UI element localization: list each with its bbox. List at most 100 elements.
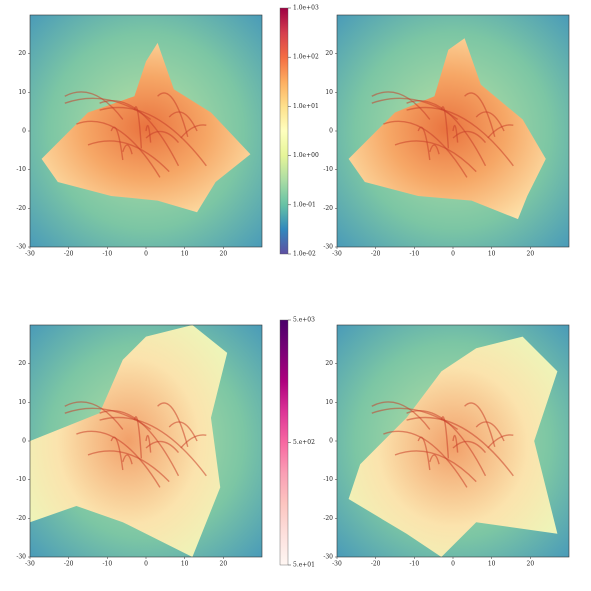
filament bbox=[76, 120, 161, 178]
filament bbox=[122, 454, 133, 465]
x-tick-label: -20 bbox=[64, 251, 74, 258]
filament bbox=[64, 91, 124, 120]
x-tick-label: -10 bbox=[409, 561, 419, 568]
y-tick-label: 10 bbox=[325, 89, 333, 96]
y-tick-label: 0 bbox=[329, 128, 333, 135]
panel: -30 -20 -10 0 10 20 -30 -20 -10 0 10 20 bbox=[323, 324, 570, 568]
y-tick-label: -20 bbox=[16, 515, 26, 522]
filament bbox=[110, 436, 124, 471]
x-tick-label: -20 bbox=[371, 561, 381, 568]
filament bbox=[180, 124, 207, 139]
gas-cloud bbox=[348, 336, 558, 557]
x-tick-label: -10 bbox=[102, 251, 112, 258]
filament bbox=[168, 421, 198, 442]
filament bbox=[64, 407, 152, 430]
colorbar bbox=[279, 319, 289, 566]
filament bbox=[487, 124, 514, 139]
x-tick-label: 10 bbox=[488, 251, 496, 258]
simulation-image bbox=[30, 15, 262, 247]
y-tick-label: -10 bbox=[323, 166, 333, 173]
x-tick-label: -10 bbox=[409, 251, 419, 258]
panel: -30 -20 -10 0 10 20 -30 -20 -10 0 10 20 bbox=[16, 14, 263, 258]
filament bbox=[87, 140, 170, 173]
colorbar-tick-label: 1.0e+03 bbox=[293, 5, 319, 12]
filament bbox=[157, 402, 189, 447]
y-tick-label: 20 bbox=[325, 50, 333, 57]
y-tick-label: 20 bbox=[18, 360, 26, 367]
x-tick-label: -30 bbox=[25, 561, 35, 568]
filament bbox=[371, 97, 459, 120]
x-tick-label: 20 bbox=[527, 251, 535, 258]
filament bbox=[133, 416, 143, 459]
x-tick-label: 0 bbox=[451, 561, 455, 568]
x-tick-label: -20 bbox=[64, 561, 74, 568]
x-tick-label: 10 bbox=[181, 251, 189, 258]
panel: -30 -20 -10 0 10 20 -30 -20 -10 0 10 20 bbox=[323, 14, 570, 258]
x-tick-label: 0 bbox=[144, 561, 148, 568]
filament bbox=[145, 440, 180, 454]
x-tick-label: -10 bbox=[102, 561, 112, 568]
filament bbox=[383, 430, 468, 488]
filament bbox=[383, 120, 468, 178]
colorbar-tick-label: 1.0e-02 bbox=[293, 251, 316, 258]
filament bbox=[464, 92, 496, 137]
filament bbox=[145, 124, 152, 143]
x-tick-label: -30 bbox=[332, 561, 342, 568]
y-tick-label: -30 bbox=[323, 244, 333, 251]
y-tick-label: 0 bbox=[22, 438, 26, 445]
x-tick-label: 0 bbox=[451, 251, 455, 258]
y-tick-label: 20 bbox=[325, 360, 333, 367]
filament bbox=[440, 106, 450, 149]
filament bbox=[122, 144, 133, 155]
colorbar-tick-label: 5.e+03 bbox=[293, 317, 315, 324]
colorbar-tick-label: 5.e+02 bbox=[293, 439, 315, 446]
filament bbox=[168, 111, 198, 132]
filament bbox=[87, 450, 170, 483]
filament bbox=[145, 434, 152, 453]
filament bbox=[475, 111, 505, 132]
y-tick-label: -20 bbox=[323, 515, 333, 522]
y-tick-label: 10 bbox=[18, 399, 26, 406]
filament bbox=[145, 130, 180, 144]
filament bbox=[452, 434, 459, 453]
y-tick-label: -20 bbox=[323, 205, 333, 212]
filament bbox=[371, 407, 459, 430]
x-tick-label: 20 bbox=[220, 561, 228, 568]
x-tick-label: 20 bbox=[527, 561, 535, 568]
y-tick-label: 20 bbox=[18, 50, 26, 57]
x-tick-label: 10 bbox=[181, 561, 189, 568]
y-tick-label: -30 bbox=[16, 244, 26, 251]
filament bbox=[371, 401, 431, 430]
y-tick-label: 0 bbox=[329, 438, 333, 445]
filament bbox=[133, 106, 143, 149]
filament bbox=[110, 126, 124, 161]
filament bbox=[99, 416, 207, 477]
y-tick-label: -10 bbox=[323, 476, 333, 483]
filament bbox=[64, 401, 124, 430]
filament bbox=[452, 124, 459, 143]
filament bbox=[406, 416, 514, 477]
filament bbox=[452, 440, 487, 454]
y-tick-label: -30 bbox=[323, 554, 333, 561]
y-tick-label: 10 bbox=[325, 399, 333, 406]
x-tick-label: 10 bbox=[488, 561, 496, 568]
filament bbox=[429, 144, 440, 155]
filament bbox=[394, 140, 477, 173]
filament bbox=[417, 126, 431, 161]
x-tick-label: 0 bbox=[144, 251, 148, 258]
filament bbox=[417, 436, 431, 471]
y-tick-label: -10 bbox=[16, 476, 26, 483]
filament bbox=[487, 434, 514, 449]
x-tick-label: -20 bbox=[371, 251, 381, 258]
filament bbox=[452, 130, 487, 144]
filament bbox=[371, 91, 431, 120]
y-tick-label: 0 bbox=[22, 128, 26, 135]
y-tick-label: 10 bbox=[18, 89, 26, 96]
x-tick-label: -30 bbox=[25, 251, 35, 258]
colorbar-tick-label: 1.0e-01 bbox=[293, 201, 316, 208]
y-tick-label: -10 bbox=[16, 166, 26, 173]
filament bbox=[440, 416, 450, 459]
y-tick-label: -20 bbox=[16, 205, 26, 212]
simulation-image bbox=[30, 325, 262, 557]
